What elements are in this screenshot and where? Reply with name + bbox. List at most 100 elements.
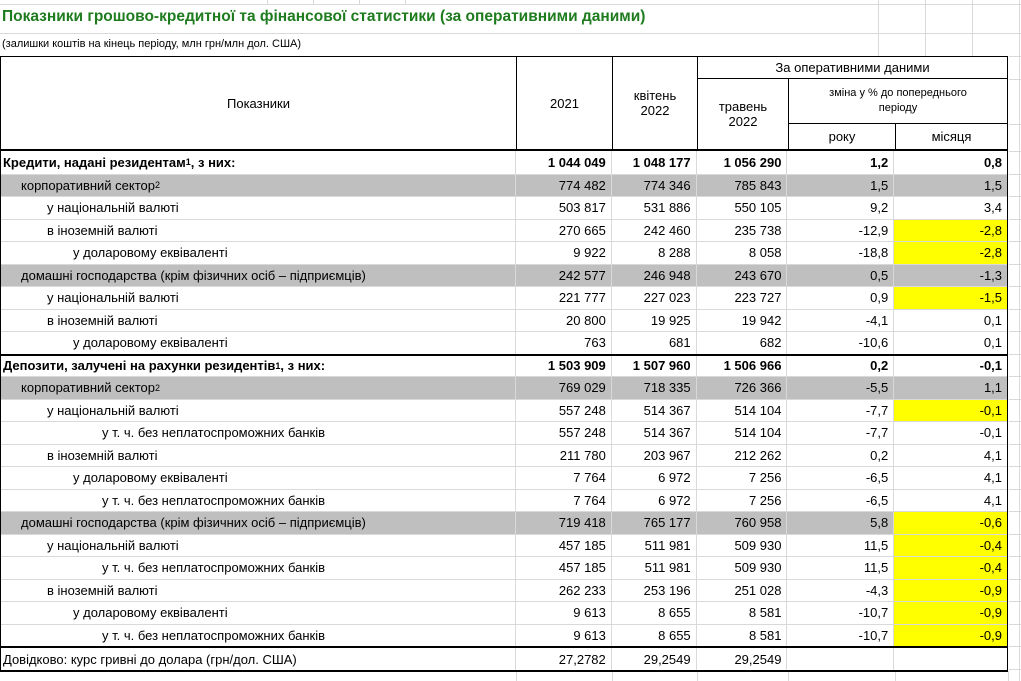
col-header-year: року	[789, 124, 896, 149]
gridline	[1009, 623, 1021, 625]
cell-2021: 9 922	[516, 242, 612, 264]
cell-2021: 9 613	[516, 624, 612, 646]
cell-may-2022: 8 581	[697, 602, 788, 624]
cell-april-2022: 514 367	[612, 399, 697, 421]
cell-2021: 262 233	[516, 579, 612, 601]
cell-april-2022: 8 655	[612, 602, 697, 624]
cell-change-year: -4,1	[787, 309, 895, 331]
table-row: у національній валюті 457 185 511 981 509 9…	[1, 533, 1007, 556]
cell-may-2022: 8 058	[697, 242, 788, 264]
cell-april-2022: 718 335	[612, 377, 697, 399]
gridline	[1009, 466, 1021, 467]
gridline	[1009, 353, 1021, 355]
gridline	[1009, 286, 1021, 287]
row-label: в іноземній валюті	[1, 309, 516, 331]
gridline	[1009, 646, 1021, 647]
operational-data-group: За оперативними даними травень 2022 змін…	[698, 57, 1007, 149]
gridline	[1009, 263, 1021, 265]
gridline	[1009, 421, 1021, 422]
cell-2021: 503 817	[516, 197, 612, 219]
table-row: у доларовому еквіваленті 7 764 6 972 7 256-…	[1, 466, 1007, 489]
row-label: домашні господарства (крім фізичних осіб…	[1, 512, 516, 534]
gridline	[0, 33, 1021, 34]
cell-2021: 719 418	[516, 512, 612, 534]
cell-change-year: 11,5	[787, 534, 895, 556]
gridline	[1009, 488, 1021, 490]
cell-april-2022: 253 196	[612, 579, 697, 601]
gridline	[1009, 668, 1021, 670]
gridline	[1009, 556, 1021, 557]
cell-change-month: 0,1	[983, 335, 1002, 351]
gridline	[1009, 601, 1021, 602]
cell-2021: 27,2782	[516, 648, 612, 670]
cell-change-month: 1,1	[983, 380, 1003, 396]
gridline	[1009, 376, 1021, 377]
cell-change-month: 4,1	[983, 470, 1002, 486]
cell-2021: 774 482	[516, 174, 612, 196]
cell-may-2022: 726 366	[697, 377, 788, 399]
cell-change-month: -2,8	[894, 242, 1007, 264]
cell-change-month: -0,9	[894, 579, 1007, 601]
cell-change-month: -0,1	[894, 399, 1007, 421]
cell-april-2022: 246 948	[612, 264, 697, 286]
gridline	[612, 671, 613, 681]
cell-may-2022: 550 105	[697, 197, 788, 219]
row-label: у т. ч. без неплатоспроможних банків	[1, 557, 517, 579]
cell-2021: 211 780	[516, 444, 612, 466]
cell-change-year: -6,5	[787, 467, 895, 489]
cell-may-2022: 7 256	[697, 489, 788, 511]
row-label: у доларовому еквіваленті	[1, 332, 517, 354]
cell-april-2022: 8 288	[612, 242, 697, 264]
cell-2021: 769 029	[516, 377, 612, 399]
cell-change-year: -7,7	[787, 399, 895, 421]
table-row: у доларовому еквіваленті 763 681 682 -10,6 0,…	[1, 331, 1007, 354]
cell-2021: 20 800	[516, 309, 612, 331]
cell-may-2022: 760 958	[697, 512, 788, 534]
cell-change-year: -6,5	[787, 489, 895, 511]
cell-2021: 557 248	[516, 399, 612, 421]
gridline	[1009, 173, 1021, 175]
statistics-table: Показники 2021 квітень 2022 За оперативн…	[0, 56, 1008, 672]
cell-change-year: 1,5	[787, 174, 895, 196]
gridline	[972, 0, 973, 56]
row-label: у національній валюті	[1, 287, 516, 309]
table-body: Кредити, надані резидентам 1, з них: 1 044…	[1, 151, 1008, 670]
cell-change-month: -0,9	[894, 624, 1007, 646]
table-row: у т. ч. без неплатоспроможних банків 9 61…	[1, 623, 1007, 646]
table-row: у національній валюті 557 248 514 367 514 1…	[1, 398, 1007, 421]
cell-change-month: -0,9	[894, 602, 1007, 624]
cell-may-2022: 509 930	[697, 534, 788, 556]
cell-2021: 270 665	[516, 219, 612, 241]
table-row: Кредити, надані резидентам 1, з них: 1 044…	[1, 151, 1007, 174]
cell-may-2022: 19 942	[697, 309, 788, 331]
cell-change-year: -7,7	[787, 422, 895, 444]
table-row: Довідково: курс гривні до долара (грн/до…	[1, 646, 1007, 670]
gridline	[313, 0, 314, 4]
cell-change-month: 0,8	[983, 154, 1003, 170]
table-row: Депозити, залучені на рахунки резидентів…	[1, 353, 1007, 376]
cell-april-2022: 227 023	[612, 287, 697, 309]
cell-2021: 7 764	[516, 489, 612, 511]
cell-change-month: 0,1	[983, 312, 1002, 328]
gridline	[1009, 398, 1021, 400]
row-label: у т. ч. без неплатоспроможних банків	[1, 422, 517, 444]
cell-change-month: -2,8	[894, 219, 1007, 241]
cell-april-2022: 774 346	[612, 174, 697, 196]
col-header-operational: За оперативними даними	[698, 57, 1007, 79]
cell-change-year: 1,2	[787, 151, 895, 174]
table-row: домашні господарства (крім фізичних осіб…	[1, 263, 1007, 286]
table-row: у т. ч. без неплатоспроможних банків 557 …	[1, 421, 1007, 444]
cell-april-2022: 29,2549	[612, 648, 697, 670]
row-label: у національній валюті	[1, 534, 516, 556]
gridline	[1009, 79, 1021, 80]
cell-change-year: 0,5	[787, 264, 895, 286]
row-label: Кредити, надані резидентам 1, з них:	[1, 151, 516, 174]
row-label: корпоративний сектор 2	[1, 174, 516, 196]
gridline	[1009, 308, 1021, 310]
cell-2021: 9 613	[516, 602, 612, 624]
cell-change-year: -18,8	[787, 242, 895, 264]
cell-may-2022: 8 581	[697, 624, 788, 646]
change-percent-group: зміна у % до попереднього періоду року м…	[789, 79, 1007, 149]
cell-change-month: 4,1	[983, 492, 1002, 508]
